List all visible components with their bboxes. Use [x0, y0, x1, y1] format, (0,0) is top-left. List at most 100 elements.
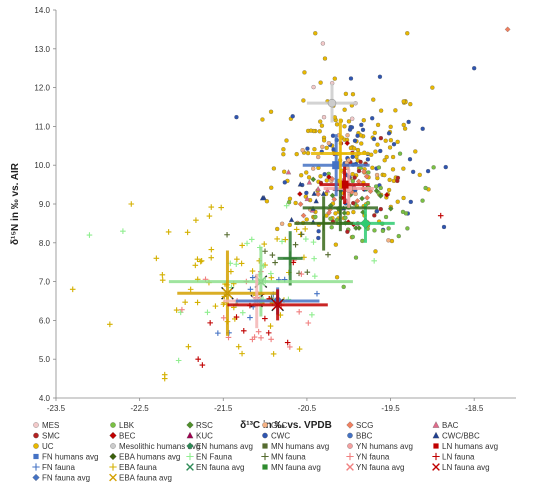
legend-item: MN fauna avg	[262, 463, 321, 472]
data-point	[173, 307, 180, 313]
x-tick-label: -23.5	[47, 404, 66, 413]
legend-item: EN fauna avg	[186, 463, 244, 472]
data-point	[313, 198, 319, 204]
data-point	[356, 168, 362, 174]
data-point	[346, 158, 351, 163]
data-point	[397, 151, 403, 156]
y-tick-label: 5.0	[39, 355, 51, 364]
data-point	[262, 315, 268, 322]
data-point	[343, 91, 349, 97]
data-point	[407, 157, 413, 162]
legend-label: LBK	[119, 421, 135, 430]
legend-item: BAC	[432, 421, 459, 430]
data-point	[411, 169, 416, 174]
legend-label: MN humans avg	[271, 442, 329, 451]
data-point	[282, 236, 289, 243]
data-point	[258, 335, 264, 341]
average-marker	[302, 184, 378, 232]
legend-marker	[346, 463, 354, 471]
average-marker	[227, 289, 328, 321]
legend-label: EBA humans avg	[119, 453, 180, 462]
data-point	[194, 256, 201, 262]
legend-marker	[262, 432, 268, 439]
data-point	[324, 145, 329, 151]
legend-marker	[347, 443, 353, 449]
data-point	[69, 286, 76, 293]
data-point	[377, 74, 383, 79]
legend-label: GLC	[271, 421, 288, 430]
data-point	[386, 238, 391, 243]
data-point	[313, 214, 318, 219]
data-point	[334, 275, 340, 280]
data-point	[425, 168, 431, 174]
data-point	[326, 140, 331, 146]
legend-marker	[109, 452, 117, 461]
legend-marker	[109, 463, 117, 471]
average-marker	[294, 196, 353, 251]
data-point	[261, 241, 268, 247]
data-point	[248, 236, 255, 243]
legend-item: MN fauna	[261, 453, 306, 462]
legend-item: EBA fauna avg	[109, 474, 172, 483]
data-point	[372, 213, 377, 218]
legend-label: EBA fauna	[119, 463, 157, 472]
data-point	[286, 200, 292, 205]
legend-marker	[186, 431, 194, 439]
y-tick-label: 10.0	[34, 161, 50, 170]
data-point	[382, 158, 387, 163]
data-point	[343, 215, 348, 220]
legend-label: FN fauna	[42, 463, 75, 472]
data-point	[358, 159, 363, 165]
y-tick-label: 9.0	[39, 200, 51, 209]
data-point	[322, 172, 327, 177]
data-point	[353, 255, 359, 260]
legend-label: MES	[42, 421, 59, 430]
legend-marker	[33, 422, 39, 428]
legend-label: LN humans avg	[442, 442, 498, 451]
data-point	[345, 133, 350, 138]
data-point	[352, 146, 357, 151]
data-point	[199, 362, 206, 368]
data-point	[383, 214, 389, 220]
data-point	[342, 107, 347, 112]
data-point	[378, 207, 383, 212]
data-point	[300, 212, 307, 219]
data-point	[301, 98, 306, 103]
average-marker	[177, 250, 278, 336]
average-marker	[302, 134, 370, 197]
average-symbol	[222, 288, 233, 299]
data-point	[334, 122, 340, 127]
y-tick-label: 14.0	[34, 6, 50, 15]
data-point	[400, 209, 406, 215]
data-point	[86, 232, 93, 238]
data-point	[175, 357, 182, 364]
legend-marker	[347, 432, 353, 439]
data-point	[319, 123, 325, 128]
y-tick-label: 7.0	[39, 278, 51, 287]
data-point	[388, 138, 394, 143]
data-point	[304, 170, 309, 175]
data-point	[352, 175, 357, 180]
data-point	[350, 234, 355, 240]
legend-item: MES	[33, 421, 59, 430]
data-point	[197, 258, 204, 265]
x-tick-label: -21.5	[214, 404, 233, 413]
data-point	[386, 226, 391, 231]
legend-label: EN Fauna	[196, 453, 233, 462]
legend-label: EN fauna avg	[196, 463, 244, 472]
average-symbol	[340, 180, 349, 189]
legend-item: SCG	[346, 421, 373, 430]
data-point	[228, 268, 234, 275]
data-point	[313, 31, 318, 36]
data-point	[260, 117, 265, 122]
data-point	[406, 119, 411, 125]
data-point	[441, 224, 447, 230]
legend-label: LN fauna avg	[442, 463, 490, 472]
data-point	[318, 119, 323, 124]
tick-labels-layer: -23.5 -22.5 -21.5 -20.5 -19.5 -18.5 4.0 5.0 6.0 7…	[34, 6, 483, 413]
legend-label: BBC	[356, 432, 373, 441]
data-point	[354, 198, 361, 204]
legend-marker	[346, 452, 354, 461]
data-point	[393, 108, 398, 113]
